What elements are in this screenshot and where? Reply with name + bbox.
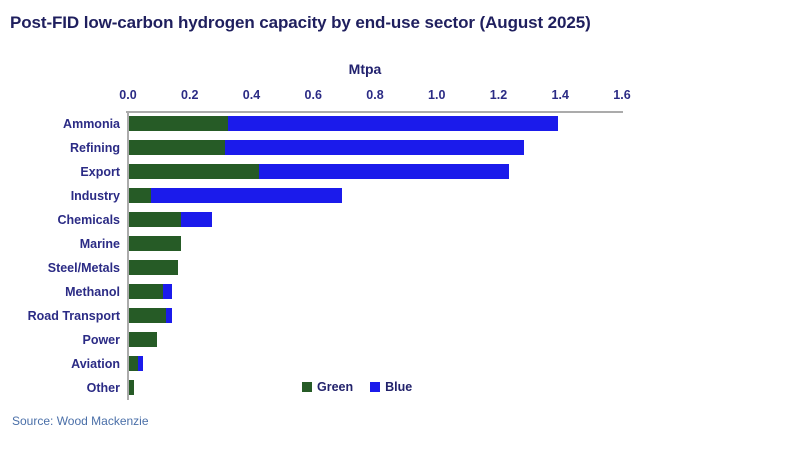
- bar-row: Marine: [0, 232, 800, 256]
- category-label: Aviation: [71, 357, 120, 371]
- bar-segment-green: [129, 332, 157, 347]
- stacked-bar: [129, 140, 525, 155]
- bar-row: Export: [0, 160, 800, 184]
- category-label: Other: [86, 381, 120, 395]
- source-note: Source: Wood Mackenzie: [12, 414, 149, 428]
- legend-swatch-green: [302, 382, 312, 392]
- category-label: Marine: [79, 237, 120, 251]
- y-axis-line: [127, 111, 129, 400]
- bar-row: Chemicals: [0, 208, 800, 232]
- legend-item-blue: Blue: [370, 380, 412, 394]
- stacked-bar: [129, 188, 343, 203]
- legend-label: Blue: [385, 380, 413, 394]
- bar-row: Power: [0, 328, 800, 352]
- tick-label: 0.0: [119, 88, 137, 102]
- stacked-bar: [129, 260, 179, 275]
- legend-swatch-blue: [370, 382, 381, 392]
- bar-segment-blue: [227, 116, 559, 131]
- bar-segment-blue: [224, 140, 525, 155]
- category-label: Industry: [70, 189, 120, 203]
- bar-segment-green: [129, 212, 182, 227]
- stacked-bar: [129, 236, 182, 251]
- tick-label: 1.2: [489, 88, 508, 102]
- legend-item-green: Green: [302, 380, 353, 394]
- bar-segment-green: [129, 284, 163, 299]
- bar-segment-green: [129, 356, 139, 371]
- bar-segment-green: [129, 116, 228, 131]
- stacked-bar: [129, 356, 143, 371]
- category-label: Power: [82, 333, 120, 347]
- bar-row: Steel/Metals: [0, 256, 800, 280]
- tick-label: 1.6: [613, 88, 631, 102]
- bar-segment-green: [129, 260, 179, 275]
- tick-label: 0.8: [366, 88, 384, 102]
- stacked-bar: [129, 332, 157, 347]
- bar-row: Road Transport: [0, 304, 800, 328]
- stacked-bar: [129, 380, 134, 395]
- bar-row: Other: [0, 376, 800, 400]
- tick-label: 0.6: [304, 88, 322, 102]
- stacked-bar: [129, 164, 509, 179]
- x-axis-line: [126, 111, 623, 113]
- legend: Green Blue: [302, 380, 412, 394]
- stacked-bar: [129, 308, 173, 323]
- bar-segment-green: [129, 380, 134, 395]
- tick-label: 1.4: [551, 88, 569, 102]
- bar-segment-green: [129, 164, 259, 179]
- legend-label: Green: [317, 380, 354, 394]
- category-label: Road Transport: [27, 309, 120, 323]
- bar-segment-blue: [258, 164, 509, 179]
- stacked-bar: [129, 284, 173, 299]
- bar-segment-green: [129, 188, 151, 203]
- stacked-bar: [129, 116, 559, 131]
- bar-segment-green: [129, 140, 225, 155]
- category-label: Refining: [70, 141, 120, 155]
- bar-row: Ammonia: [0, 112, 800, 136]
- tick-label: 0.4: [242, 88, 261, 102]
- bar-segment-blue: [138, 356, 143, 371]
- tick-label: 1.0: [428, 88, 446, 102]
- bar-row: Industry: [0, 184, 800, 208]
- bar-segment-green: [129, 308, 167, 323]
- bar-row: Refining: [0, 136, 800, 160]
- x-axis-title: Mtpa: [348, 61, 382, 77]
- bar-segment-blue: [181, 212, 213, 227]
- bar-row: Aviation: [0, 352, 800, 376]
- stacked-bar: [129, 212, 213, 227]
- bar-segment-blue: [166, 308, 173, 323]
- bar-segment-green: [129, 236, 182, 251]
- category-label: Methanol: [65, 285, 120, 299]
- category-label: Export: [80, 165, 120, 179]
- tick-label: 0.2: [181, 88, 199, 102]
- category-label: Ammonia: [63, 117, 120, 131]
- bar-segment-blue: [162, 284, 173, 299]
- bar-segment-blue: [150, 188, 343, 203]
- bar-row: Methanol: [0, 280, 800, 304]
- chart-title: Post-FID low-carbon hydrogen capacity by…: [10, 13, 591, 32]
- category-label: Steel/Metals: [47, 261, 120, 275]
- category-label: Chemicals: [57, 213, 120, 227]
